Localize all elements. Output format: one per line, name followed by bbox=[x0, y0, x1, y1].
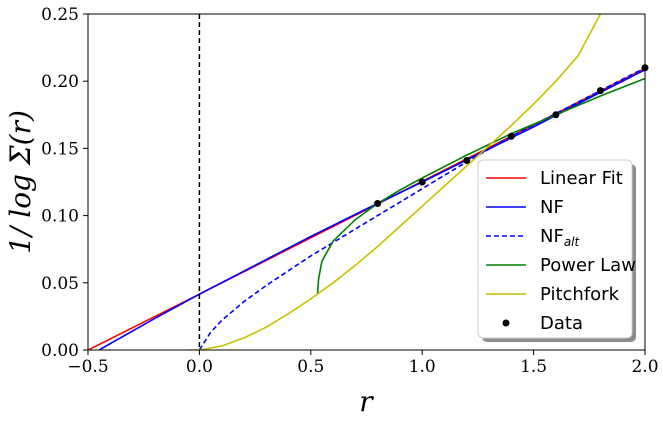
axis-ticks: −0.5 0.0 0.5 1.0 1.5 2.0 0.00 0.05 0.10 0.15 0.20 0… bbox=[41, 5, 658, 377]
x-tick-label: −0.5 bbox=[67, 357, 108, 377]
legend-label-data: Data bbox=[540, 313, 583, 334]
series-line-nf-alt bbox=[198, 67, 645, 350]
legend-label-linear-fit: Linear Fit bbox=[540, 168, 623, 189]
x-tick-label: 0.0 bbox=[186, 357, 213, 377]
legend-label-power-law: Power Law bbox=[540, 255, 636, 276]
series-line-pitchfork bbox=[188, 14, 602, 350]
x-tick-label: 1.5 bbox=[520, 357, 547, 377]
y-tick-label: 0.20 bbox=[41, 72, 79, 92]
data-point bbox=[374, 200, 382, 208]
x-tick-label: 0.5 bbox=[297, 357, 324, 377]
data-point bbox=[596, 87, 604, 95]
y-tick-label: 0.00 bbox=[41, 341, 79, 361]
y-tick-label: 0.05 bbox=[41, 274, 79, 294]
y-tick-label: 0.15 bbox=[41, 139, 79, 159]
data-point bbox=[418, 178, 426, 186]
y-axis-label: 1/ log Σ(r) bbox=[4, 110, 37, 254]
y-tick-label: 0.25 bbox=[41, 5, 79, 25]
data-point bbox=[507, 132, 515, 140]
legend-label-nf: NF bbox=[540, 197, 564, 218]
x-axis-label: r bbox=[359, 385, 374, 418]
legend-swatch-data bbox=[502, 319, 510, 327]
data-points bbox=[374, 64, 649, 208]
x-tick-label: 2.0 bbox=[631, 357, 658, 377]
y-tick-label: 0.10 bbox=[41, 207, 79, 227]
series-line-nf bbox=[98, 69, 645, 350]
data-point bbox=[552, 111, 560, 119]
x-tick-label: 1.0 bbox=[409, 357, 436, 377]
data-point bbox=[463, 156, 471, 164]
plot-frame bbox=[87, 13, 646, 351]
legend-label-pitchfork: Pitchfork bbox=[540, 284, 620, 305]
